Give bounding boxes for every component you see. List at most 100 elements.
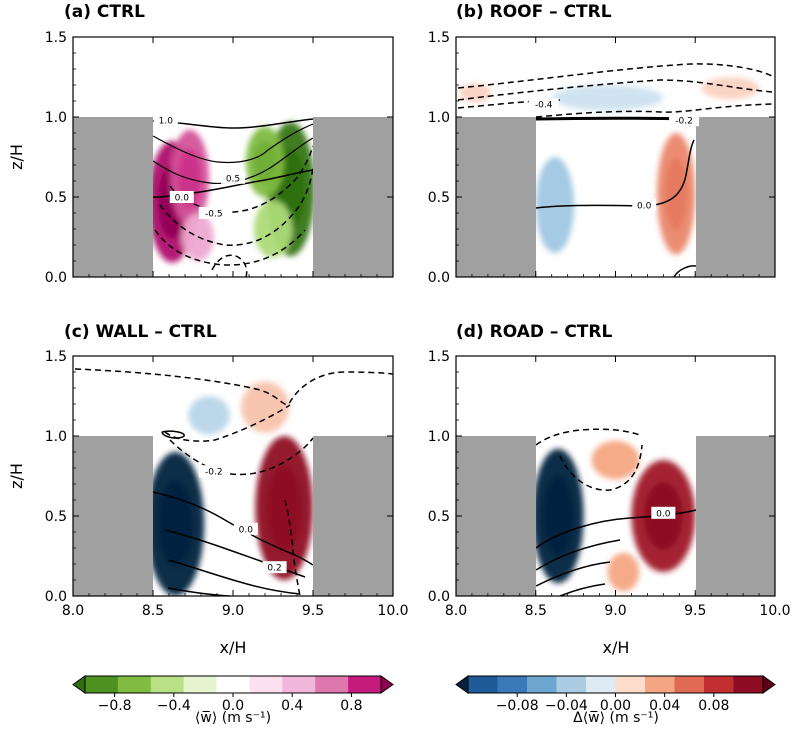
colorbar-w-mean-swatch [315,676,349,693]
svg-text:1.0: 1.0 [159,117,174,127]
panel-d-xtick-label: 10.0 [759,603,790,619]
colorbar-w-mean-swatch [117,676,152,693]
colorbar-w-diff-swatch [615,676,646,693]
panel-b-ytick-label: 1.0 [428,110,450,126]
panel-c: -0.2 0.0 0.2 8.0 8.5 9.0 9.5 10.0 0.0 0.5 1.0 1.5 [45,349,409,619]
panel-c-ytick-label: 1.0 [45,429,67,445]
panel-d-xtick-label: 8.5 [525,603,547,619]
panel-d-shade-blob [607,552,640,592]
panel-b-contour-label: 0.0 [632,199,657,212]
panel-a-ytick-label: 1.0 [45,110,67,126]
colorbar-w-diff-swatch [497,676,528,693]
colorbar-w-diff-tick-label: 0.04 [649,698,680,714]
svg-text:-0.2: -0.2 [675,117,693,127]
panel-a-building-left [73,117,153,277]
colorbar-w-mean-over [380,675,394,694]
panel-d-ytick-label: 1.5 [428,349,450,365]
colorbar-w-diff-swatch [733,676,764,693]
colorbar-w-mean-tick-label: 0.8 [340,698,362,714]
colorbar-w-diff-tick-label: −0.08 [496,698,539,714]
colorbar-w-diff-swatch [674,676,705,693]
svg-text:0.0: 0.0 [239,525,254,535]
panel-d-xtick-label: 8.0 [445,603,467,619]
panel-d-xtick-label: 9.5 [684,603,706,619]
colorbar-w-mean: −0.8 −0.4 0.0 0.4 0.8 [72,675,394,714]
colorbar-w-diff-over [762,675,776,694]
panel-d-xtick-label: 9.0 [604,603,626,619]
panel-d-building-right [696,436,775,596]
colorbar-w-diff-label: Δ⟨w̅⟩ (m s⁻¹) [573,710,659,726]
colorbar-w-mean-label: ⟨w̅⟩ (m s⁻¹) [195,710,271,726]
colorbar-w-mean-swatch [216,676,250,693]
colorbar-w-diff-tick-label: −0.04 [545,698,588,714]
panel-c-shade-core [158,480,193,568]
colorbar-w-mean-swatch [249,676,283,693]
panel-d-ytick-label: 0.5 [428,509,450,525]
panel-c-contour-label: -0.2 [198,465,229,478]
panel-a-shade-blob [181,213,214,261]
colorbar-w-diff-swatch [645,676,675,693]
panel-c-xtick-label: 8.0 [62,603,84,619]
panel-b-contour-label: -0.2 [669,114,700,127]
colorbar-w-mean-swatch [85,676,119,693]
panel-b: -0.4 -0.2 0.0 0.0 0.5 1.0 1.5 [428,30,776,286]
colorbar-w-mean-under [72,675,86,694]
svg-text:0.0: 0.0 [175,194,190,204]
colorbar-w-mean-swatch [348,676,382,693]
panel-d-shade-core [542,475,574,557]
panel-b-building-left [456,117,536,277]
panel-d-shade-blob [591,440,640,480]
panel-d-contours [535,428,697,596]
panel-b-ytick-label: 1.5 [428,30,450,46]
panel-a-contour-label: 1.0 [153,114,178,127]
panel-c-building-left [73,436,153,596]
svg-text:0.5: 0.5 [226,174,240,184]
panel-c-xtick-label: 10.0 [377,603,408,619]
panel-b-contour-label: -0.4 [528,98,559,111]
panel-b-shading [459,77,760,255]
svg-text:0.0: 0.0 [637,202,652,212]
colorbar-w-diff-under [455,675,469,694]
panel-c-xtick-label: 9.5 [302,603,324,619]
colorbar-w-diff-swatch [468,676,498,693]
svg-text:-0.5: -0.5 [205,210,223,220]
panel-b-ytick-label: 0.0 [428,270,450,286]
panel-c-xlabel: x/H [220,638,247,657]
colorbar-w-mean-tick-label: 0.0 [222,698,244,714]
panel-b-title: (b) ROOF – CTRL [456,2,612,22]
svg-text:0.0: 0.0 [656,509,671,519]
panel-b-building-right [696,117,775,277]
svg-text:-0.2: -0.2 [205,468,223,478]
colorbar-w-mean-tick-label: −0.8 [98,698,132,714]
panel-c-ytick-label: 0.5 [45,509,67,525]
panel-d-title: (d) ROAD – CTRL [456,322,612,342]
panel-a-ytick-label: 1.5 [45,30,67,46]
panel-b-shade-blob [551,85,664,111]
svg-text:0.2: 0.2 [267,564,281,574]
panel-a-contour-label: 0.0 [169,191,194,204]
colorbar-w-diff-swatch [586,676,616,693]
panel-a-building-right [313,117,393,277]
colorbar-w-diff-swatch [704,676,734,693]
panel-d-xlabel: x/H [603,638,630,657]
panel-a-title: (a) CTRL [64,2,145,22]
colorbar-w-mean-tick-label: 0.4 [281,698,303,714]
panel-d-building-left [456,436,536,596]
panel-a-contour-label: -0.5 [198,207,229,220]
panel-a-shade-blob [253,200,293,258]
svg-text:-0.4: -0.4 [535,101,553,111]
colorbar-w-mean-tick-label: −0.4 [157,698,191,714]
panel-c-shading [146,381,313,596]
panel-a: 1.0 0.5 0.0 -0.5 0.0 0.5 1.0 1.5 [45,30,394,286]
panel-a-ytick-label: 0.0 [45,270,67,286]
panel-d-ytick-label: 1.0 [428,429,450,445]
colorbar-w-diff-tick-label: 0.08 [698,698,729,714]
colorbar-w-mean-swatch [183,676,218,693]
panel-d: 0.0 8.0 8.5 9.0 9.5 10.0 0.0 0.5 1.0 1.5 [428,349,791,619]
panel-c-contour-label: 0.0 [233,522,258,535]
panel-c-ytick-label: 1.5 [45,349,67,365]
colorbar-w-mean-swatch [282,676,316,693]
panel-b-shade-blob [701,77,760,100]
panel-b-ytick-label: 0.5 [428,190,450,206]
